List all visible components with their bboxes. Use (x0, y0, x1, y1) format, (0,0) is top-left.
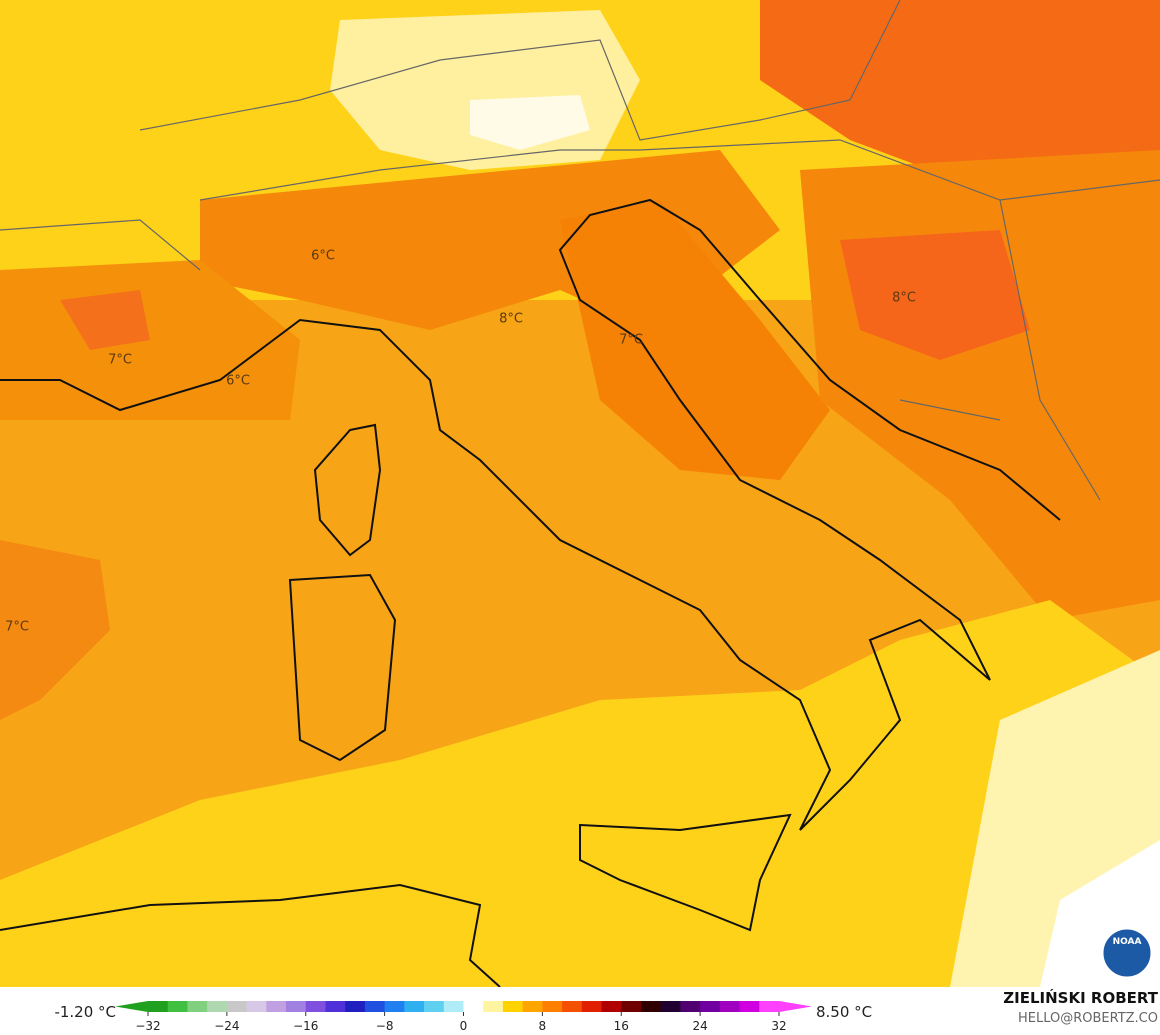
colorbar-tick-label: −8 (376, 1019, 394, 1033)
west-warm (0, 540, 110, 720)
colorbar-arrow (115, 1001, 148, 1012)
colorbar-segment (207, 1001, 228, 1012)
colorbar-segment (719, 1001, 741, 1012)
map-labels: 6°C 8°C 7°C 8°C 7°C 6°C 7°C (5, 249, 916, 635)
colorbar-arrow (779, 1001, 812, 1012)
contour-label: 8°C (892, 291, 916, 306)
map (0, 0, 1160, 988)
credit-contact: HELLO@ROBERTZ.CO (1018, 1011, 1158, 1026)
colorbar-segment (483, 1001, 504, 1012)
colorbar-segment (167, 1001, 188, 1012)
africa-coast (0, 883, 501, 988)
adriatic (560, 200, 830, 480)
colorbar-segment (601, 1001, 622, 1012)
colorbar-tick-label: 0 (460, 1019, 468, 1033)
colorbar-segment (404, 1001, 425, 1012)
colorbar-segment (640, 1001, 662, 1012)
colorbar-segment (148, 1001, 169, 1012)
colorbar-segment (305, 1001, 326, 1012)
colorbar-max: 8.50 °C (816, 1003, 872, 1021)
contour-label: 7°C (5, 620, 29, 635)
colorbar-tick-label: 8 (539, 1019, 547, 1033)
colorbar-tick-label: 24 (692, 1019, 707, 1033)
colorbar-segment (345, 1001, 366, 1012)
colorbar-segment (463, 1001, 484, 1012)
colorbar-segment (266, 1001, 287, 1012)
colorbar-segment (424, 1001, 445, 1012)
south-field (0, 600, 1160, 987)
colorbar-segment (759, 1001, 780, 1012)
colorbar-tick-label: 32 (771, 1019, 786, 1033)
logo: NOAA (1100, 926, 1154, 980)
corsica (313, 423, 382, 557)
colorbar-segment (325, 1001, 346, 1012)
colorbar-segment (621, 1001, 642, 1012)
colorbar-segment (226, 1001, 248, 1012)
colorbar-segment (364, 1001, 386, 1012)
sardinia (288, 573, 397, 762)
colorbar-segment (700, 1001, 721, 1012)
contour-label: 7°C (619, 333, 643, 348)
colorbar-segment (542, 1001, 563, 1012)
colorbar-segment (680, 1001, 701, 1012)
colorbar-tick-label: −24 (214, 1019, 239, 1033)
colorbar-segment (581, 1001, 603, 1012)
colorbar-segment (502, 1001, 524, 1012)
colorbar-tick-label: −16 (293, 1019, 318, 1033)
credit-name: ZIELIŃSKI ROBERT (1003, 988, 1158, 1007)
alps-white (470, 95, 590, 150)
colorbar-segment (286, 1001, 307, 1012)
coastline (0, 198, 1061, 831)
logo-text: NOAA (1113, 937, 1142, 947)
france-warm (60, 290, 150, 350)
colorbar-min: -1.20 °C (54, 1003, 116, 1021)
contour-label: 8°C (499, 312, 523, 327)
sicily (579, 813, 792, 932)
colorbar: −32 −24 −16 −8 0 8 16 24 32 (115, 1001, 812, 1033)
colorbar-segment (660, 1001, 681, 1012)
contour-label: 6°C (311, 249, 335, 264)
contour-label: 7°C (108, 353, 132, 368)
colorbar-segment (384, 1001, 405, 1012)
colorbar-segment (739, 1001, 760, 1012)
logo-circle (1100, 926, 1154, 980)
colorbar-segment (443, 1001, 464, 1012)
contour-label: 6°C (226, 374, 250, 389)
colorbar-tick-label: 16 (614, 1019, 629, 1033)
colorbar-segment (522, 1001, 543, 1012)
balkans-warm (840, 230, 1030, 360)
colorbar-segment (187, 1001, 208, 1012)
colorbar-tick-label: −32 (135, 1019, 160, 1033)
colorbar-segment (246, 1001, 267, 1012)
colorbar-segment (562, 1001, 583, 1012)
borders (0, 0, 1160, 501)
